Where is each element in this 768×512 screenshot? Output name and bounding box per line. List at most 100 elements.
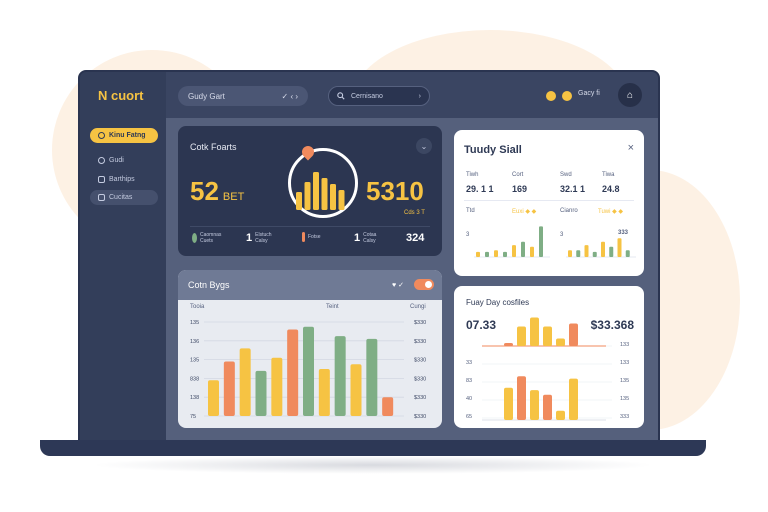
- laptop-base: [40, 440, 706, 456]
- sidebar-item-cucitas[interactable]: Cucitas: [90, 190, 158, 205]
- column-value: 169: [512, 184, 528, 194]
- bar: [504, 343, 513, 346]
- legend-label: Ttd: [466, 208, 475, 214]
- bar: [517, 326, 526, 346]
- column-value: 24.8: [602, 184, 620, 194]
- stat-label: Elstuch Calsy: [255, 232, 272, 244]
- card-title: Cotk Foarts: [190, 142, 237, 152]
- notification-bell-icon[interactable]: ⌂: [618, 83, 642, 107]
- sidebar-item-gudi[interactable]: Gudi: [90, 153, 158, 168]
- card-header: [178, 270, 442, 300]
- heart-icon[interactable]: ♥ ✓: [392, 282, 404, 289]
- stat-item: Fotse: [302, 232, 321, 242]
- sidebar-item-label: Gudi: [109, 157, 124, 164]
- y-tick-label: 133: [620, 342, 629, 348]
- gauge-bar: [304, 182, 311, 210]
- stat-marker-icon: [192, 233, 197, 243]
- laptop-screen: N cuort Kinu Fatng Gudi Barthips Cucitas…: [78, 70, 660, 442]
- y-tick-label: $330: [414, 414, 426, 420]
- mini-bar: [609, 246, 614, 257]
- stat-item: 1 Cotaa Calsy: [354, 232, 376, 244]
- kpi-value-left: 52 BET: [190, 176, 244, 207]
- search-placeholder: Cernisano: [351, 92, 383, 100]
- mini-bar: [485, 251, 489, 257]
- y-tick-label: 333: [620, 414, 629, 420]
- circle-icon: [98, 132, 105, 139]
- gauge-bar: [338, 190, 345, 210]
- y-tick-label: $330: [414, 395, 426, 401]
- mini-bar: [539, 226, 543, 257]
- column-label: Tiwh: [466, 172, 479, 178]
- gauge-bar: [321, 178, 328, 210]
- column-label: Swd: [560, 172, 572, 178]
- column-value: 32.1 1: [560, 184, 586, 194]
- box-icon: [98, 176, 105, 183]
- mini-bar: [512, 245, 516, 257]
- bar: [556, 410, 565, 420]
- bar: [303, 326, 314, 416]
- y-tick-label: 65: [466, 414, 472, 420]
- bar: [382, 397, 394, 416]
- y-tick-label: 135: [190, 320, 199, 326]
- column-header: Cungi: [410, 304, 426, 310]
- stat-item: Caomnas Cuets: [192, 232, 221, 244]
- y-tick-label: 138: [190, 395, 199, 401]
- mini-bar: [584, 245, 589, 257]
- bar-chart-card: Cotn Bygs ♥ ✓ Tooia Teint Cungi 135 $330 1…: [178, 270, 442, 428]
- toggle-switch[interactable]: [414, 279, 434, 290]
- search-input[interactable]: Cernisano ›: [328, 86, 430, 106]
- bar: [504, 387, 513, 420]
- y-tick-label: 135: [190, 358, 199, 364]
- y-tick-label: 83: [466, 378, 472, 384]
- view-select-label: Gudy Gart: [188, 91, 225, 101]
- summary-card: Tuudy Siall × Tiwh Cort Swd Tiwa 29. 1 1…: [454, 130, 644, 276]
- bar-chart: 135 $330 136 $330 135 $330 838 $330 138 $330 75 $33…: [190, 320, 426, 420]
- y-tick-label: $330: [414, 320, 426, 326]
- card-title: Cotn Bygs: [188, 280, 230, 290]
- sidebar-item-label: Kinu Fatng: [109, 132, 146, 139]
- mini-bar: [521, 241, 525, 257]
- bar: [208, 380, 219, 416]
- sidebar-item-label: Cucitas: [109, 194, 133, 201]
- gauge-bars: [296, 172, 345, 210]
- y-tick-label: 40: [466, 396, 472, 402]
- mini-bar-chart: [474, 226, 550, 258]
- sidebar-item-barthips[interactable]: Barthips: [90, 172, 158, 187]
- kpi-value-left: 07.33: [466, 318, 497, 332]
- chevron-down-icon[interactable]: ⌄: [416, 138, 432, 154]
- y-tick-label: $330: [414, 358, 426, 364]
- stat-label: Fotse: [308, 234, 321, 240]
- user-name[interactable]: Gacy fi: [578, 90, 600, 97]
- stat-number: 1: [354, 232, 361, 244]
- box-icon: [98, 194, 105, 201]
- legend-label: Tuwi ◆ ◆: [598, 209, 624, 215]
- close-icon[interactable]: ×: [627, 142, 634, 154]
- card-title: Fuay Day cosfiles: [466, 298, 530, 307]
- bar: [255, 370, 267, 416]
- divider: [464, 200, 634, 201]
- mini-bar-chart: [566, 238, 636, 258]
- gauge-bar: [313, 172, 319, 210]
- bar: [556, 338, 565, 346]
- day-chart-card: Fuay Day cosfiles 07.33 $33.368 33 83 40 65…: [454, 286, 644, 428]
- legend-label: Cianro: [560, 208, 578, 214]
- sidebar-item-kinu-fatng[interactable]: Kinu Fatng: [90, 128, 158, 143]
- y-tick-label: 136: [190, 339, 199, 345]
- circle-icon: [98, 157, 105, 164]
- stat-marker-icon: [302, 232, 305, 242]
- app-logo[interactable]: N cuort: [98, 88, 144, 103]
- bar: [366, 338, 378, 416]
- search-icon: [337, 92, 345, 100]
- column-header: Tooia: [190, 304, 205, 310]
- mini-bar: [617, 238, 622, 257]
- stat-number: 1: [246, 232, 253, 244]
- column-label: Cort: [512, 172, 524, 178]
- bar: [318, 369, 330, 416]
- y-tick-label: 33: [466, 360, 472, 366]
- view-select[interactable]: Gudy Gart ✓ ‹ ›: [178, 86, 308, 106]
- bar: [530, 317, 539, 346]
- gauge-bar: [330, 184, 336, 210]
- bar: [543, 394, 552, 420]
- status-dot-icon: [562, 91, 572, 101]
- logo-mark: N: [98, 88, 108, 103]
